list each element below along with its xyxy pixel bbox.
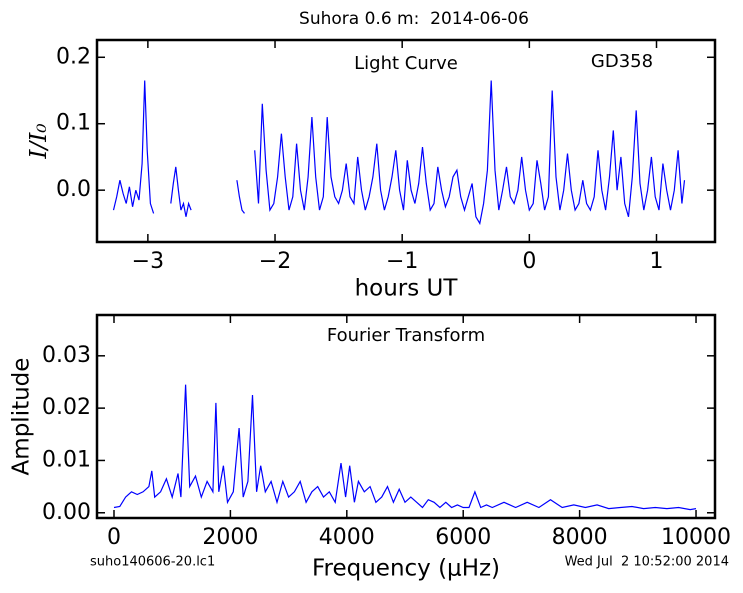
annotation: Light Curve xyxy=(354,53,458,74)
plot-frame xyxy=(95,38,717,244)
y-axis-label: I/I₀ xyxy=(26,123,52,159)
annotation: Fourier Transform xyxy=(327,325,485,346)
y-axis-label: Amplitude xyxy=(9,358,35,476)
x-tick-label: 8000 xyxy=(552,525,608,550)
x-tick-label: −1 xyxy=(386,249,418,274)
y-tick-label: 0.03 xyxy=(42,343,91,368)
y-tick-label: 0.00 xyxy=(42,500,91,525)
x-tick-label: 1 xyxy=(650,249,664,274)
plot-frame xyxy=(95,313,717,520)
x-axis-label: Frequency (μHz) xyxy=(312,556,500,582)
x-tick-label: 0 xyxy=(107,525,121,550)
x-tick-label: −3 xyxy=(132,249,164,274)
file-name: suho140606-20.lc1 xyxy=(90,555,215,570)
y-tick-label: 0.2 xyxy=(56,44,91,69)
x-tick-label: 10000 xyxy=(661,525,731,550)
figure-title: Suhora 0.6 m: 2014-06-06 xyxy=(299,9,529,29)
y-tick-label: 0.01 xyxy=(42,447,91,472)
x-tick-label: 2000 xyxy=(202,525,258,550)
x-tick-label: 0 xyxy=(522,249,536,274)
x-tick-label: 4000 xyxy=(319,525,375,550)
x-tick-label: −2 xyxy=(259,249,291,274)
timestamp: Wed Jul 2 10:52:00 2014 xyxy=(565,555,729,570)
annotation: GD358 xyxy=(591,51,653,72)
y-tick-label: 0.0 xyxy=(56,177,91,202)
data-line xyxy=(113,384,697,511)
x-tick-label: 6000 xyxy=(435,525,491,550)
y-tick-label: 0.1 xyxy=(56,111,91,136)
y-tick-label: 0.02 xyxy=(42,395,91,420)
data-line xyxy=(112,80,686,226)
x-axis-label: hours UT xyxy=(355,276,459,302)
